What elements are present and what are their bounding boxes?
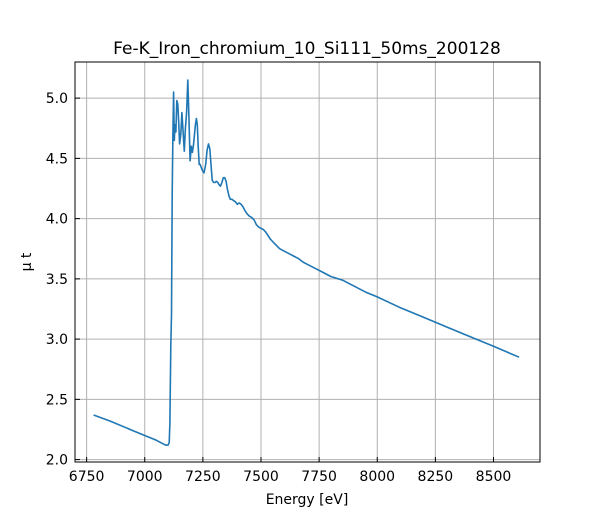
- chart-title: Fe-K_Iron_chromium_10_Si111_50ms_200128: [113, 39, 501, 59]
- x-tick-label: 7750: [301, 469, 337, 485]
- grid: [75, 62, 540, 462]
- y-tick-label: 2.5: [46, 392, 68, 408]
- x-tick-label: 8000: [359, 469, 395, 485]
- axes-ticks: 6750 7000 7250 7500 7750 8000 8250 8500 2.0 2.5 3.…: [46, 91, 512, 485]
- x-tick-label: 8250: [418, 469, 454, 485]
- x-tick-label: 7250: [185, 469, 221, 485]
- y-tick-label: 3.0: [46, 332, 68, 348]
- y-tick-label: 4.5: [46, 151, 68, 167]
- plot-area: [93, 79, 520, 446]
- x-tick-label: 6750: [69, 469, 105, 485]
- series-line: [93, 79, 520, 446]
- y-tick-label: 4.0: [46, 212, 68, 228]
- x-tick-label: 7500: [243, 469, 279, 485]
- x-tick-label: 7000: [127, 469, 163, 485]
- y-tick-label: 2.0: [46, 453, 68, 469]
- y-tick-label: 3.5: [46, 272, 68, 288]
- y-axis-label: μ t: [19, 252, 35, 271]
- plot-frame: [74, 61, 541, 463]
- y-tick-label: 5.0: [46, 91, 68, 107]
- x-tick-label: 8500: [476, 469, 512, 485]
- x-axis-label: Energy [eV]: [266, 492, 349, 508]
